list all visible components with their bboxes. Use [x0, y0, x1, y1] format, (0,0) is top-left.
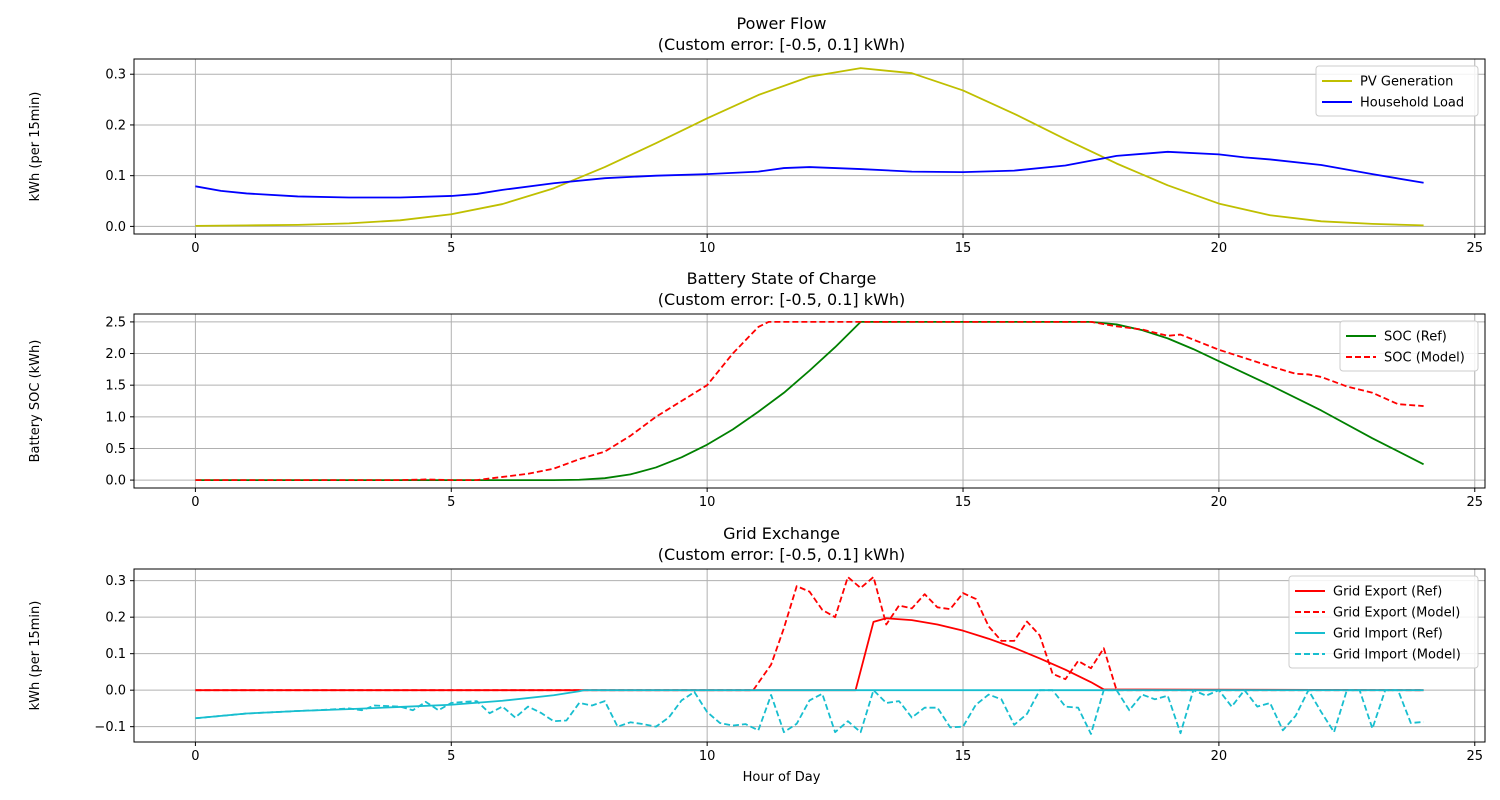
- y-tick-label: −0.1: [94, 720, 126, 735]
- chart-subtitle: (Custom error: [-0.5, 0.1] kWh): [658, 35, 905, 54]
- legend-box: [1315, 65, 1479, 117]
- x-tick-label: 5: [447, 749, 455, 764]
- x-axis: 0 5 10 15 20 25: [191, 488, 1483, 510]
- y-tick-label: 0.3: [105, 574, 126, 589]
- y-axis-label: kWh (per 15min): [28, 92, 43, 202]
- series-line-4: [195, 689, 1424, 735]
- series-lines: [195, 576, 1424, 735]
- y-axis-label: Battery SOC (kWh): [28, 340, 43, 463]
- axes-frame: [133, 568, 1486, 743]
- x-axis: 0 5 10 15 20 25: [191, 234, 1483, 256]
- x-tick-label: 20: [1211, 241, 1228, 256]
- x-tick-label: 5: [447, 495, 455, 510]
- series-line-1: [195, 617, 1424, 692]
- legend: SOC (Ref) SOC (Model): [1339, 320, 1479, 372]
- x-tick-label: 25: [1466, 495, 1483, 510]
- y-axis: 0.0 0.5 1.0 1.5 2.0 2.5: [105, 315, 134, 489]
- legend-label: Household Load: [1360, 96, 1464, 111]
- x-tick-label: 20: [1211, 495, 1228, 510]
- x-tick-label: 0: [191, 241, 199, 256]
- legend-box: [1339, 320, 1479, 372]
- axes-frame: [133, 313, 1486, 489]
- subplot-2: 0 5 10 15 20 25 0.0 0.5 1.0 1.5 2.0 2.5 Battery SOC …: [28, 269, 1486, 510]
- series-line-1: [195, 321, 1424, 481]
- grid: [134, 314, 1485, 488]
- y-tick-label: 0.1: [105, 647, 126, 662]
- x-tick-label: 0: [191, 749, 199, 764]
- chart-title: Grid Exchange: [723, 524, 840, 543]
- x-tick-label: 15: [955, 241, 972, 256]
- legend-label: Grid Export (Model): [1333, 606, 1460, 621]
- x-tick-label: 15: [955, 749, 972, 764]
- y-tick-label: 1.0: [105, 410, 126, 425]
- series-line-2: [195, 150, 1424, 199]
- chart-subtitle: (Custom error: [-0.5, 0.1] kWh): [658, 290, 905, 309]
- series-lines: [195, 67, 1424, 227]
- series-line-2: [195, 576, 1424, 692]
- y-tick-label: 0.2: [105, 118, 126, 133]
- x-tick-label: 10: [699, 241, 716, 256]
- y-tick-label: 0.0: [105, 220, 126, 235]
- legend-label: SOC (Model): [1384, 351, 1465, 366]
- y-tick-label: 2.0: [105, 347, 126, 362]
- x-axis: 0 5 10 15 20 25: [191, 742, 1483, 764]
- y-tick-label: 0.5: [105, 442, 126, 457]
- axes-frame: [133, 58, 1486, 235]
- x-tick-label: 5: [447, 241, 455, 256]
- y-tick-label: 1.5: [105, 379, 126, 394]
- legend-label: Grid Import (Ref): [1333, 627, 1443, 642]
- legend-label: SOC (Ref): [1384, 330, 1447, 345]
- y-tick-label: 0.1: [105, 169, 126, 184]
- x-tick-label: 25: [1466, 749, 1483, 764]
- legend: Grid Export (Ref) Grid Export (Model) Grid…: [1288, 575, 1479, 669]
- y-axis: −0.1 0.0 0.1 0.2 0.3: [94, 574, 134, 735]
- series-lines: [195, 321, 1424, 481]
- series-line-2: [195, 321, 1424, 481]
- x-tick-label: 10: [699, 749, 716, 764]
- subplots: 0 5 10 15 20 25 0.0 0.1 0.2 0.3 kWh (per 15min) Pow…: [28, 14, 1486, 785]
- chart-title: Battery State of Charge: [687, 269, 877, 288]
- legend-box: [1288, 575, 1479, 669]
- x-tick-label: 15: [955, 495, 972, 510]
- y-axis: 0.0 0.1 0.2 0.3: [105, 68, 134, 235]
- y-tick-label: 0.2: [105, 611, 126, 626]
- legend-label: Grid Import (Model): [1333, 648, 1461, 663]
- x-tick-label: 25: [1466, 241, 1483, 256]
- legend: PV Generation Household Load: [1315, 65, 1479, 117]
- x-tick-label: 20: [1211, 749, 1228, 764]
- subplot-3: 0 5 10 15 20 25 −0.1 0.0 0.1 0.2 0.3 kWh (per 15min…: [28, 524, 1486, 785]
- y-axis-label: kWh (per 15min): [28, 601, 43, 711]
- subplot-1: 0 5 10 15 20 25 0.0 0.1 0.2 0.3 kWh (per 15min) Pow…: [28, 14, 1486, 256]
- chart-subtitle: (Custom error: [-0.5, 0.1] kWh): [658, 545, 905, 564]
- y-tick-label: 0.3: [105, 68, 126, 83]
- x-tick-label: 0: [191, 495, 199, 510]
- legend-label: PV Generation: [1360, 75, 1453, 90]
- x-tick-label: 10: [699, 495, 716, 510]
- y-tick-label: 2.5: [105, 315, 126, 330]
- y-tick-label: 0.0: [105, 474, 126, 489]
- chart-title: Power Flow: [737, 14, 827, 33]
- x-axis-label: Hour of Day: [743, 770, 821, 785]
- y-tick-label: 0.0: [105, 684, 126, 699]
- legend-label: Grid Export (Ref): [1333, 585, 1442, 600]
- series-line-1: [195, 67, 1424, 227]
